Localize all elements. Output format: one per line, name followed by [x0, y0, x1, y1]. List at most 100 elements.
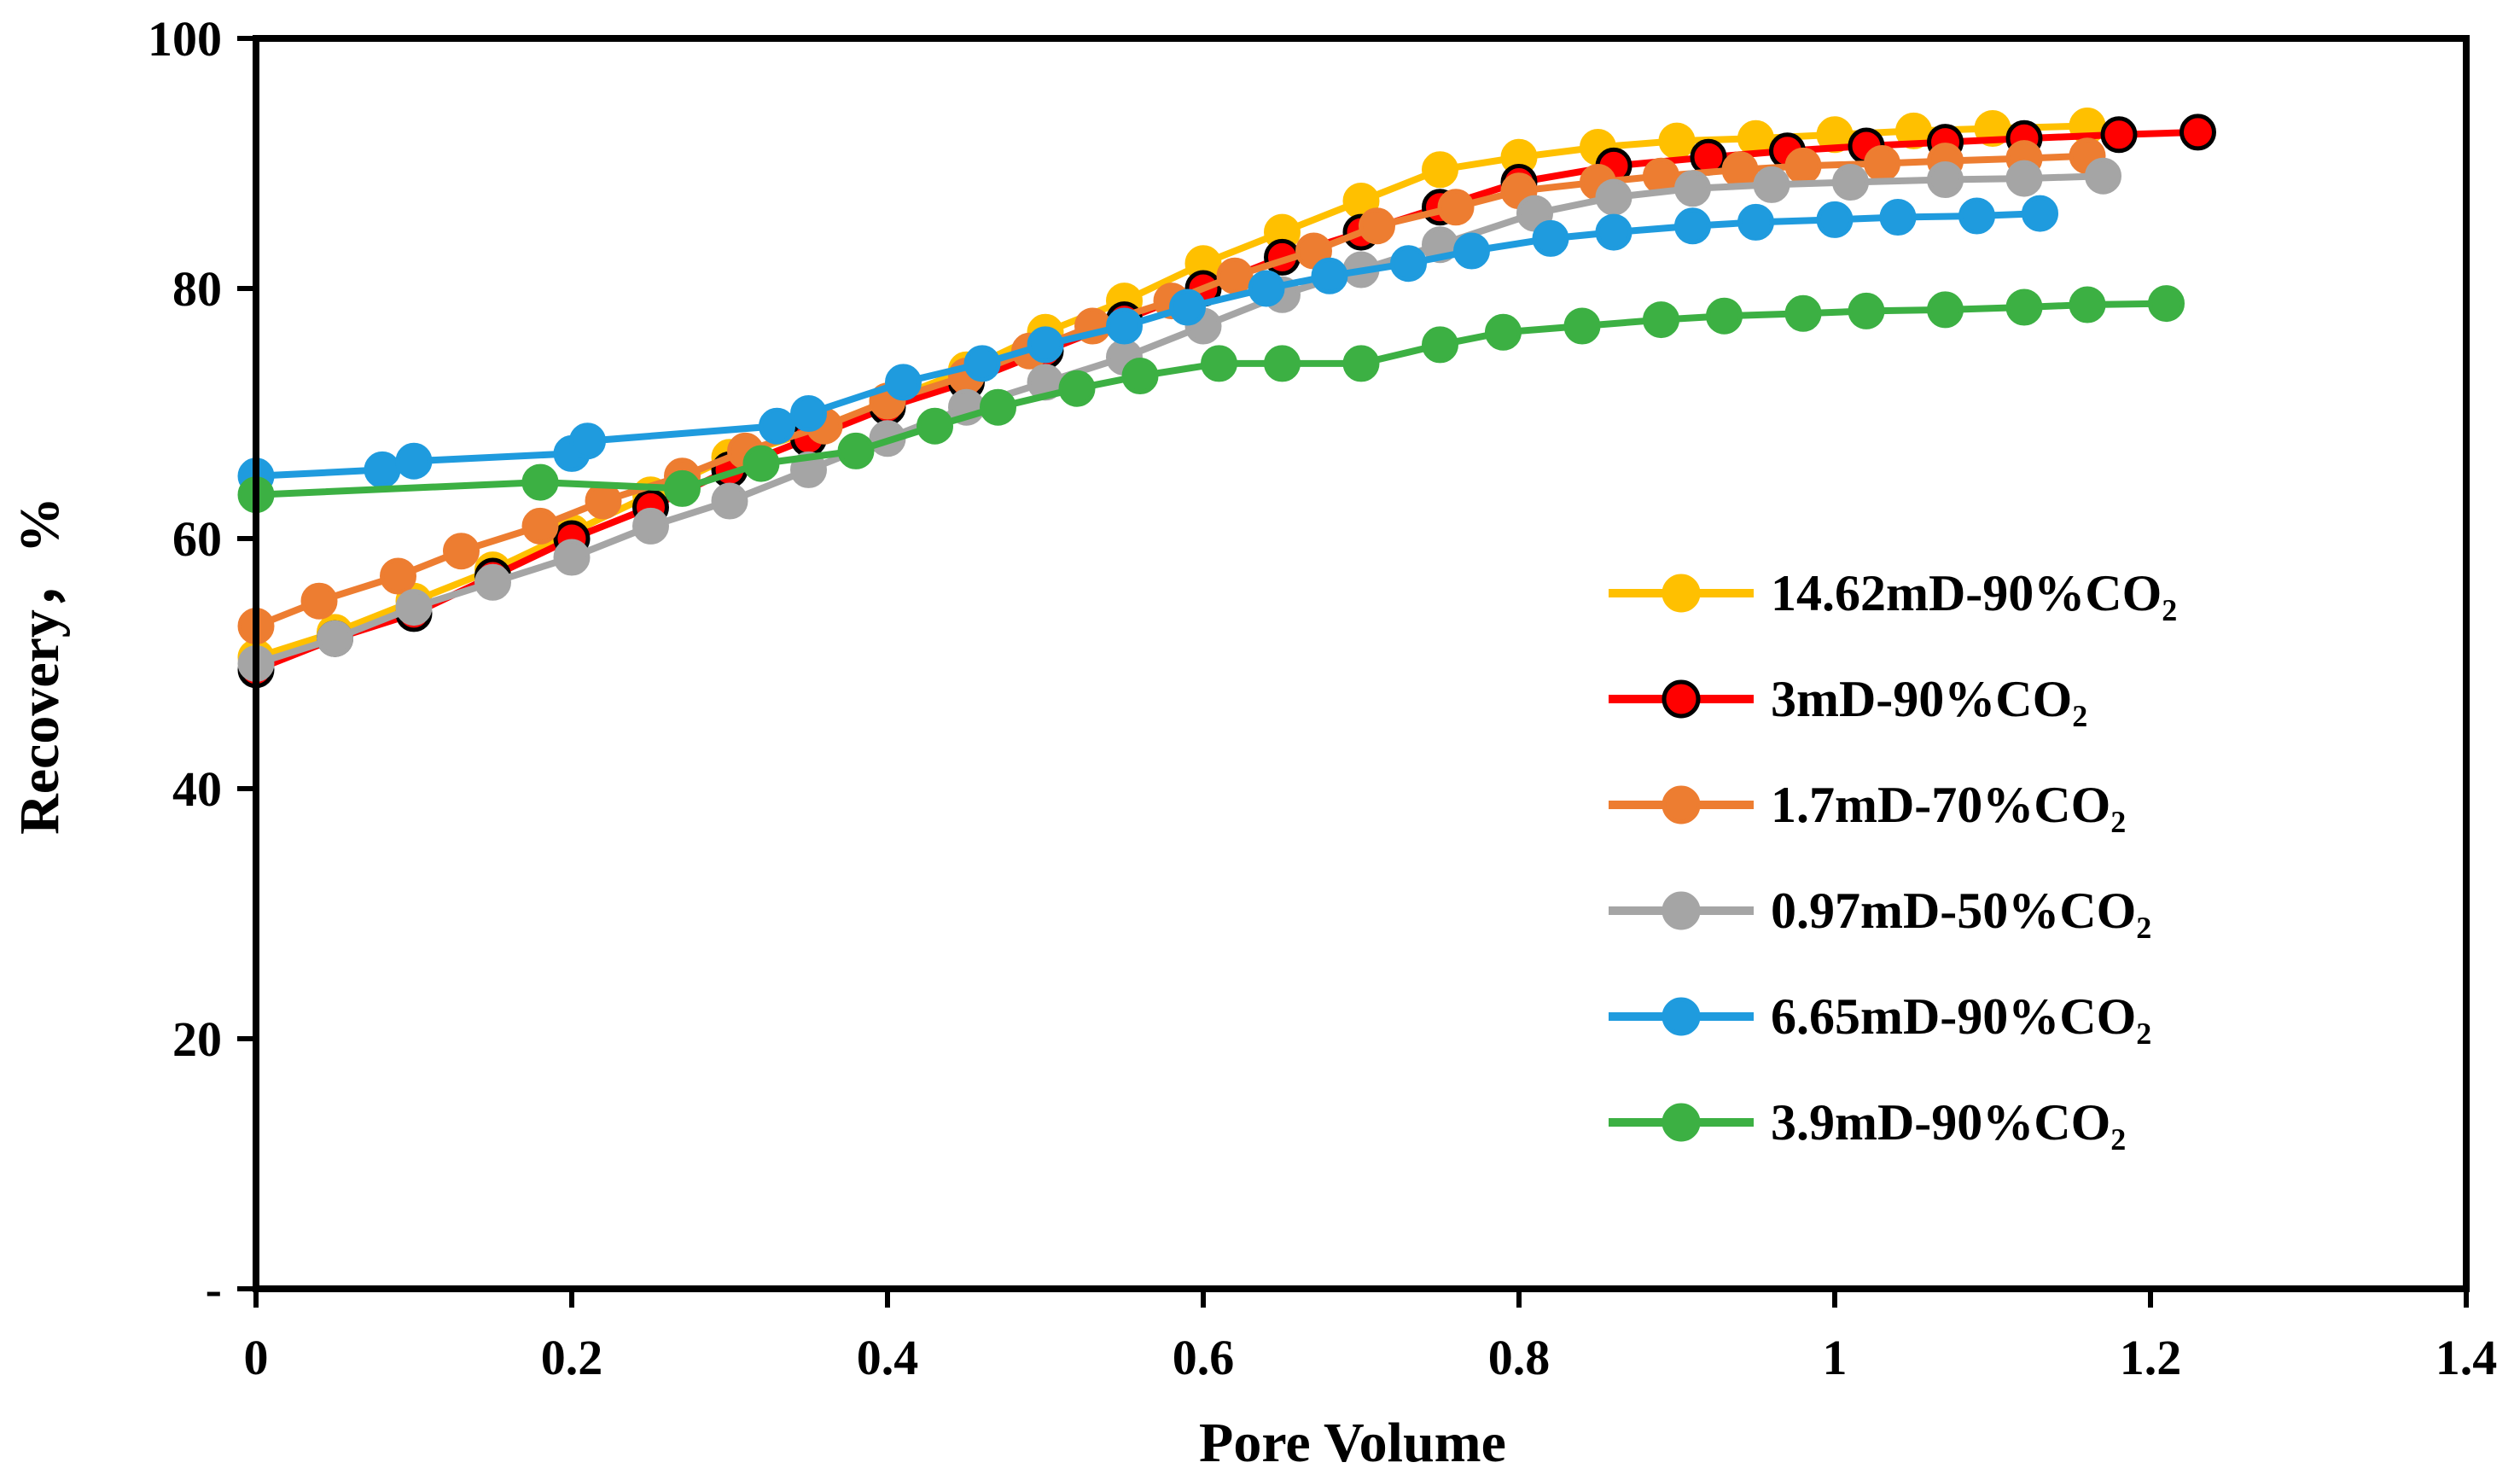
series-4-point-17 [1595, 213, 1632, 251]
series-2-point-21 [1721, 151, 1759, 189]
x-tick-label-4: 0.8 [1488, 1330, 1551, 1385]
series-1-point-23 [2100, 116, 2138, 154]
series-5-point-22 [2148, 285, 2185, 323]
series-4-point-10 [1106, 307, 1143, 345]
x-tick-label-6: 1.2 [2120, 1330, 2182, 1385]
legend-swatch-marker-3 [1662, 891, 1701, 930]
series-3-point-23 [2085, 157, 2121, 195]
series-0-point-18 [1658, 122, 1696, 160]
series-3-point-22 [2005, 160, 2043, 197]
series-3-point-19 [1753, 166, 1790, 203]
x-axis-label: Pore Volume [1199, 1412, 1506, 1474]
series-5-point-10 [1264, 345, 1301, 382]
legend-swatch-marker-4 [1662, 997, 1701, 1036]
legend-label-4: 6.65mD-90%CO₂ [1771, 988, 2151, 1045]
series-5-point-9 [1201, 345, 1237, 382]
series-5-point-2 [664, 469, 701, 507]
series-4-point-2 [395, 442, 433, 480]
series-layer [237, 108, 2216, 689]
y-tick-label-1: 20 [172, 1011, 222, 1067]
x-tick-label-0: 0 [244, 1330, 269, 1385]
axes-layer: 0 0.2 0.4 0.6 0.8 1 1.2 1.4 - 20 40 60 80 100 [148, 11, 2497, 1385]
series-3-point-20 [1832, 164, 1869, 201]
series-3-point-21 [1927, 161, 1964, 198]
series-3-point-6 [711, 482, 748, 520]
x-tick-label-1: 0.2 [541, 1330, 603, 1385]
series-5-point-7 [1058, 370, 1096, 407]
series-0-point-15 [1422, 151, 1458, 189]
series-4-point-13 [1311, 257, 1348, 294]
series-2-point-4 [521, 507, 559, 545]
series-4-point-18 [1674, 207, 1711, 245]
series-3 [237, 157, 2121, 682]
x-tick-label-2: 0.4 [857, 1330, 919, 1385]
series-4 [237, 195, 2058, 495]
series-2-point-2 [380, 557, 416, 595]
y-axis-label: Recovery，% [9, 497, 71, 835]
series-5-point-8 [1121, 358, 1159, 394]
series-3-point-18 [1674, 170, 1711, 207]
series-5-point-6 [980, 388, 1016, 426]
legend-entry-4: 6.65mD-90%CO₂ [1609, 988, 2151, 1045]
series-3-point-5 [632, 507, 669, 545]
series-4-point-6 [790, 395, 827, 432]
series-5-point-4 [837, 432, 875, 469]
series-5-point-19 [1927, 291, 1964, 329]
x-tick-label-3: 0.6 [1173, 1330, 1235, 1385]
series-5-point-16 [1706, 297, 1743, 335]
legend-label-2: 1.7mD-70%CO₂ [1771, 777, 2126, 833]
legend-label-0: 14.62mD-90%CO₂ [1771, 565, 2177, 621]
series-4-point-19 [1737, 203, 1774, 241]
x-tick-label-7: 1.4 [2436, 1330, 2498, 1385]
legend-swatch-marker-5 [1662, 1103, 1701, 1142]
series-2-point-16 [1359, 207, 1395, 245]
series-4-point-4 [569, 422, 606, 460]
series-4-point-8 [963, 345, 1001, 382]
series-3-point-2 [395, 589, 433, 626]
legend-label-3: 0.97mD-50%CO₂ [1771, 883, 2151, 939]
series-4-point-12 [1248, 270, 1285, 307]
legend-entry-1: 3mD-90%CO₂ [1609, 671, 2087, 727]
series-3-point-4 [553, 539, 591, 576]
legend-entry-2: 1.7mD-70%CO₂ [1609, 777, 2126, 833]
legend-swatch-marker-0 [1662, 574, 1701, 613]
y-tick-label-2: 40 [172, 761, 222, 817]
series-4-point-16 [1532, 219, 1569, 257]
series-2-point-5 [585, 482, 622, 520]
legend-entry-3: 0.97mD-50%CO₂ [1609, 883, 2151, 939]
series-2-point-17 [1437, 189, 1475, 226]
series-5 [237, 285, 2185, 514]
series-3-point-1 [317, 620, 353, 657]
legend-label-1: 3mD-90%CO₂ [1771, 671, 2087, 727]
series-2-point-22 [1784, 147, 1822, 184]
series-0-point-21 [1895, 112, 1932, 149]
series-5-point-20 [2005, 288, 2043, 326]
series-4-point-5 [759, 407, 795, 445]
series-5-point-5 [917, 407, 953, 445]
y-tick-label-0: - [206, 1261, 222, 1317]
series-5-point-15 [1643, 301, 1679, 339]
series-4-point-11 [1169, 288, 1206, 326]
x-tick-label-5: 1 [1823, 1330, 1848, 1385]
series-3-point-3 [474, 563, 511, 601]
series-1-point-24 [2180, 114, 2216, 151]
legend-swatch-marker-2 [1662, 785, 1701, 824]
legend-entry-5: 3.9mD-90%CO₂ [1609, 1094, 2126, 1151]
y-tick-label-5: 100 [148, 11, 222, 67]
series-4-point-1 [364, 451, 401, 488]
y-tick-label-4: 80 [172, 261, 222, 317]
plot-frame [253, 35, 2470, 1292]
legend-label-5: 3.9mD-90%CO₂ [1771, 1094, 2126, 1151]
series-4-point-23 [2022, 195, 2058, 232]
series-5-point-11 [1342, 345, 1380, 382]
series-2-point-3 [443, 533, 480, 570]
y-tick-label-3: 60 [172, 511, 222, 567]
series-5-point-1 [521, 463, 559, 501]
legend-swatch-marker-1 [1662, 679, 1701, 719]
series-3-point-17 [1595, 178, 1632, 216]
series-5-point-14 [1563, 307, 1601, 345]
series-4-point-14 [1390, 245, 1427, 283]
